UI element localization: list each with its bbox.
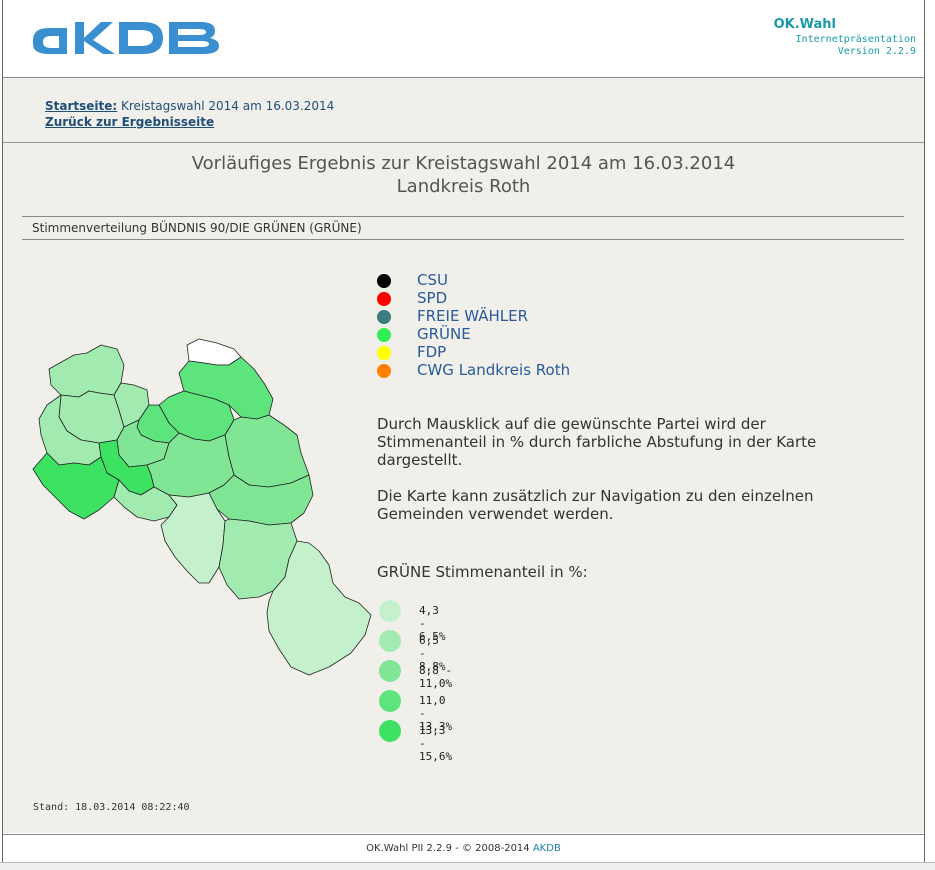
footer-akdb-link[interactable]: AKDB [532, 843, 561, 854]
map-region-9[interactable] [224, 414, 310, 488]
scale-range-label: 11,0 - 13,3% [419, 694, 453, 733]
scale-color-dot [379, 660, 401, 682]
party-link[interactable]: CWG Landkreis Roth [417, 361, 571, 379]
party-link[interactable]: CSU [417, 271, 448, 289]
home-link[interactable]: Startseite: [45, 99, 118, 113]
page-title: Vorläufiges Ergebnis zur Kreistagswahl 2… [191, 153, 736, 174]
scale-color-dot [379, 630, 401, 652]
party-link[interactable]: FDP [417, 343, 447, 361]
scale-color-dot [379, 690, 401, 712]
page-subtitle: Landkreis Roth [396, 176, 531, 197]
party-color-dot [377, 328, 391, 342]
footer: OK.Wahl PII 2.2.9 - © 2008-2014 AKDB [3, 834, 924, 862]
party-color-dot [377, 292, 391, 306]
scale-range-label: 6,5 - 8,8% [419, 634, 446, 673]
scale-range-label: 13,3 - 15,6% [419, 724, 453, 763]
back-line: Zurück zur Ergebnisseite [45, 115, 214, 129]
scale-color-dot [379, 720, 401, 742]
app-version: Version 2.2.9 [837, 46, 916, 57]
page-frame: OK.Wahl Internetpräsentation Version 2.2… [2, 0, 925, 862]
scale-range-label: 8,8 - 11,0% [419, 664, 453, 690]
info-paragraph-1: Durch Mausklick auf die gewünschte Parte… [377, 415, 817, 469]
map-region-16[interactable] [160, 492, 226, 584]
info-paragraph-2: Die Karte kann zusätzlich zur Navigation… [377, 487, 814, 523]
main-content: Vorläufiges Ergebnis zur Kreistagswahl 2… [3, 143, 924, 833]
party-link[interactable]: SPD [417, 289, 448, 307]
scale-range-label: 4,3 - 6,5% [419, 604, 446, 643]
app-sub-label: Internetpräsentation [795, 34, 916, 45]
back-to-results-link[interactable]: Zurück zur Ergebnisseite [45, 115, 215, 129]
section-title: Stimmenverteilung BÜNDNIS 90/DIE GRÜNEN … [32, 221, 362, 235]
timestamp: Stand: 18.03.2014 08:22:40 [33, 802, 190, 813]
map-region-4[interactable] [186, 338, 242, 366]
breadcrumb-current: Kreistagswahl 2014 am 16.03.2014 [117, 99, 335, 113]
breadcrumb: Startseite: Kreistagswahl 2014 am 16.03.… [3, 78, 924, 143]
party-color-dot [377, 346, 391, 360]
scale-title: GRÜNE Stimmenanteil in %: [377, 563, 588, 581]
party-color-dot [377, 274, 391, 288]
party-color-dot [377, 310, 391, 324]
header: OK.Wahl Internetpräsentation Version 2.2… [3, 0, 924, 78]
district-map[interactable] [29, 335, 374, 685]
breadcrumb-line: Startseite: Kreistagswahl 2014 am 16.03.… [45, 99, 334, 113]
party-color-dot [377, 364, 391, 378]
map-region-18[interactable] [266, 540, 372, 676]
section-header: Stimmenverteilung BÜNDNIS 90/DIE GRÜNEN … [22, 216, 904, 240]
app-name: OK.Wahl [773, 17, 836, 32]
window-bottom-edge [0, 862, 935, 870]
map-region-1[interactable] [48, 344, 125, 398]
footer-text: OK.Wahl PII 2.2.9 - © 2008-2014 AKDB [3, 843, 924, 854]
scale-color-dot [379, 600, 401, 622]
akdb-logo[interactable] [31, 18, 226, 58]
footer-copyright: OK.Wahl PII 2.2.9 - © 2008-2014 [366, 843, 533, 854]
party-link[interactable]: GRÜNE [417, 325, 471, 343]
map-instructions: Durch Mausklick auf die gewünschte Parte… [377, 415, 877, 541]
party-link[interactable]: FREIE WÄHLER [417, 307, 529, 325]
app-subtitle: Internetpräsentation Version 2.2.9 [796, 34, 916, 58]
